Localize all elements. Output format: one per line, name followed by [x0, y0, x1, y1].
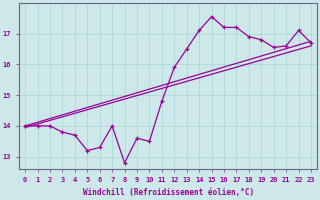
X-axis label: Windchill (Refroidissement éolien,°C): Windchill (Refroidissement éolien,°C) [83, 188, 254, 197]
